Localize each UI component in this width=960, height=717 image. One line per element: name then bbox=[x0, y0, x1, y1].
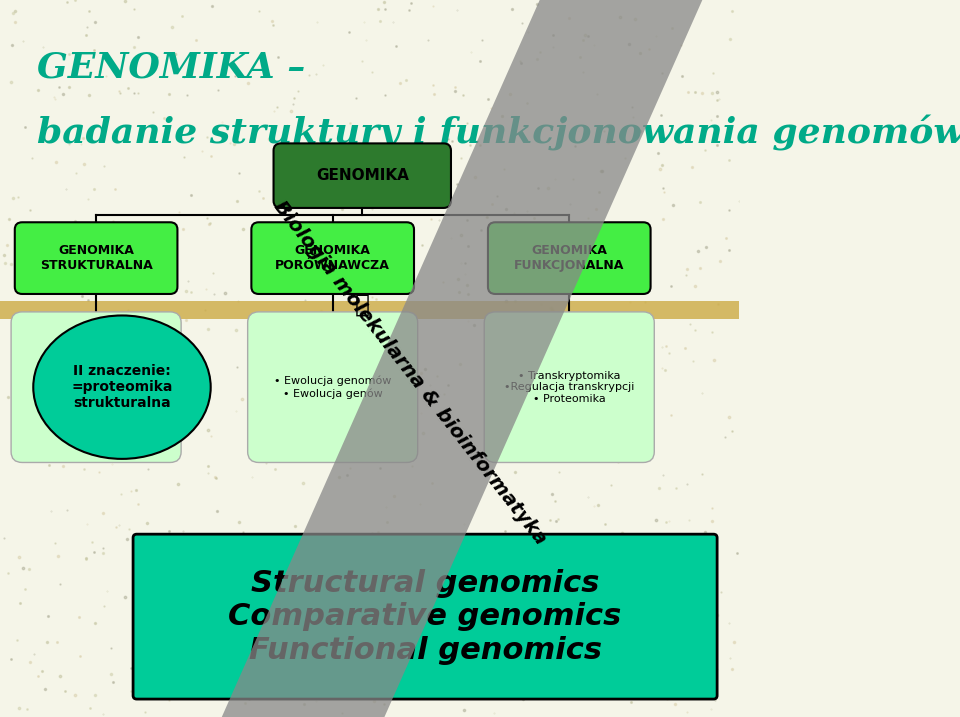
FancyBboxPatch shape bbox=[14, 222, 178, 294]
Text: GENOMIKA
STRUKTURALNA: GENOMIKA STRUKTURALNA bbox=[39, 244, 153, 272]
Text: GENOMIKA –: GENOMIKA – bbox=[37, 50, 305, 84]
FancyBboxPatch shape bbox=[12, 312, 181, 462]
FancyBboxPatch shape bbox=[274, 143, 451, 208]
Text: GENOMIKA
PORÓWNAWCZA: GENOMIKA PORÓWNAWCZA bbox=[276, 244, 390, 272]
FancyBboxPatch shape bbox=[252, 222, 414, 294]
Text: badanie struktury i funkcjonowania genomów: badanie struktury i funkcjonowania genom… bbox=[37, 115, 960, 151]
FancyBboxPatch shape bbox=[133, 534, 717, 699]
Polygon shape bbox=[222, 0, 703, 717]
FancyBboxPatch shape bbox=[248, 312, 418, 462]
Text: GENOMIKA
FUNKCJONALNA: GENOMIKA FUNKCJONALNA bbox=[514, 244, 624, 272]
Bar bbox=[0, 301, 739, 319]
Text: 🧬: 🧬 bbox=[355, 293, 370, 317]
FancyBboxPatch shape bbox=[488, 222, 651, 294]
Text: II znaczenie:
=proteomika
strukturalna: II znaczenie: =proteomika strukturalna bbox=[71, 364, 173, 410]
Ellipse shape bbox=[34, 315, 210, 459]
Text: GENOMIKA: GENOMIKA bbox=[316, 168, 409, 183]
Text: Mapowanie
fizyczne
Sekwencjonowanie
Adnotacja: Mapowanie fizyczne Sekwencjonowanie Adno… bbox=[43, 365, 150, 409]
Text: Structural genomics
Comparative genomics
Functional genomics: Structural genomics Comparative genomics… bbox=[228, 569, 622, 665]
Text: • Ewolucja genomów
• Ewolucja genów: • Ewolucja genomów • Ewolucja genów bbox=[274, 376, 392, 399]
FancyBboxPatch shape bbox=[484, 312, 655, 462]
Text: • Transkryptomika
•Regulacja transkrypcji
• Proteomika: • Transkryptomika •Regulacja transkrypcj… bbox=[504, 371, 635, 404]
Text: Biologia molekularna & bioinformatyka: Biologia molekularna & bioinformatyka bbox=[271, 197, 550, 549]
